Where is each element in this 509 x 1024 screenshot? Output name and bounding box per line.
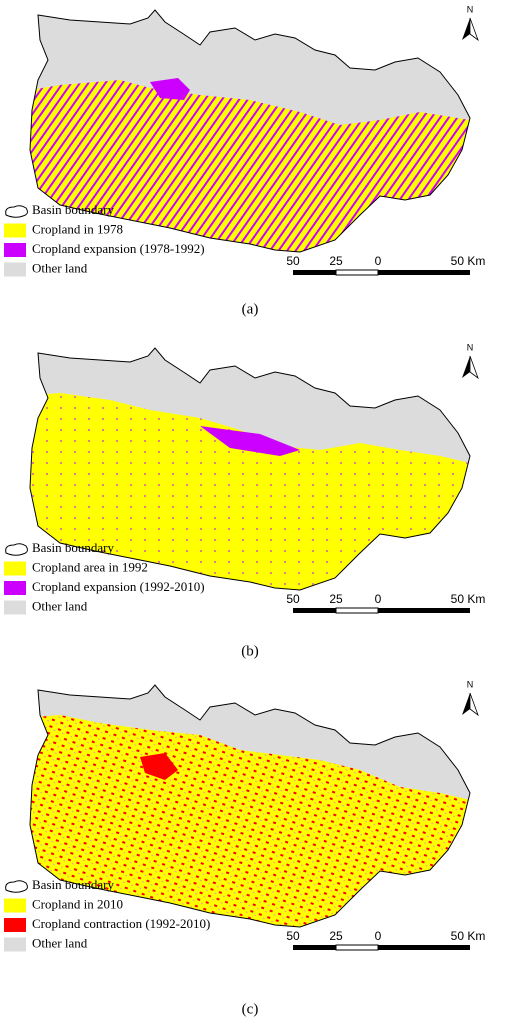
- scale-label: 25: [329, 592, 343, 606]
- legend-swatch: [4, 898, 26, 913]
- scale-bar: [378, 270, 470, 275]
- legend-label: Cropland expansion (1992-2010): [32, 579, 205, 594]
- north-arrow: [469, 692, 479, 717]
- change-patch: [150, 78, 190, 100]
- legend-label: Basin boundary: [32, 877, 114, 892]
- panel-label: (b): [241, 643, 259, 659]
- scale-bar: [335, 944, 379, 951]
- north-arrow: [469, 355, 479, 380]
- panel: N Basin boundary Cropland in 2010 Cropland …: [4, 679, 486, 1017]
- legend-label: Cropland in 1978: [32, 221, 123, 236]
- legend-icon: [5, 880, 28, 893]
- legend-swatch: [4, 262, 26, 277]
- north-arrow: [462, 18, 470, 40]
- scale-bar: [378, 608, 470, 613]
- cropland: [30, 80, 470, 252]
- legend-label: Basin boundary: [32, 540, 114, 555]
- panel-label: (c): [242, 1001, 259, 1017]
- panel: N Basin boundary Cropland in 1978 Cropland …: [4, 4, 486, 317]
- legend-icon: [5, 543, 28, 556]
- scale-label: 50: [286, 929, 300, 943]
- scale-label: 25: [329, 929, 343, 943]
- scale-label: 50 Km: [451, 592, 486, 606]
- legend-label: Cropland contraction (1992-2010): [32, 916, 210, 931]
- legend-label: Cropland area in 1992: [32, 559, 148, 574]
- scale-bar: [293, 270, 336, 275]
- north-arrow: [462, 693, 470, 715]
- scale-label: 0: [375, 929, 382, 943]
- scale-bar: [335, 607, 379, 614]
- scale-bar: [335, 269, 379, 276]
- legend-label: Basin boundary: [32, 202, 114, 217]
- panel-label: (a): [242, 301, 259, 317]
- scale-label: 50 Km: [451, 254, 486, 268]
- legend-swatch: [4, 918, 26, 932]
- legend-icon: [5, 205, 28, 218]
- north-label: N: [467, 4, 474, 14]
- scale-label: 25: [329, 254, 343, 268]
- scale-label: 50: [286, 254, 300, 268]
- legend-label: Cropland expansion (1978-1992): [32, 241, 205, 256]
- legend-swatch: [4, 581, 26, 595]
- scale-label: 0: [375, 592, 382, 606]
- north-label: N: [467, 342, 474, 352]
- legend-swatch: [4, 243, 26, 257]
- legend-swatch: [4, 223, 26, 238]
- cropland: [30, 393, 470, 590]
- panel: N Basin boundary Cropland area in 1992 Crop…: [4, 342, 486, 659]
- scale-bar: [293, 945, 336, 950]
- cropland: [30, 715, 470, 927]
- scale-bar: [378, 945, 470, 950]
- change-patch: [200, 426, 300, 456]
- north-arrow: [462, 356, 470, 378]
- scale-label: 50: [286, 592, 300, 606]
- legend-label: Other land: [32, 935, 88, 950]
- north-label: N: [467, 679, 474, 689]
- legend-swatch: [4, 937, 26, 952]
- change-patch: [140, 753, 178, 780]
- scale-label: 50 Km: [451, 929, 486, 943]
- legend-label: Cropland in 2010: [32, 896, 123, 911]
- scale-label: 0: [375, 254, 382, 268]
- north-arrow: [469, 17, 479, 42]
- legend-swatch: [4, 561, 26, 576]
- scale-bar: [293, 608, 336, 613]
- legend-label: Other land: [32, 598, 88, 613]
- legend-swatch: [4, 600, 26, 615]
- legend-label: Other land: [32, 260, 88, 275]
